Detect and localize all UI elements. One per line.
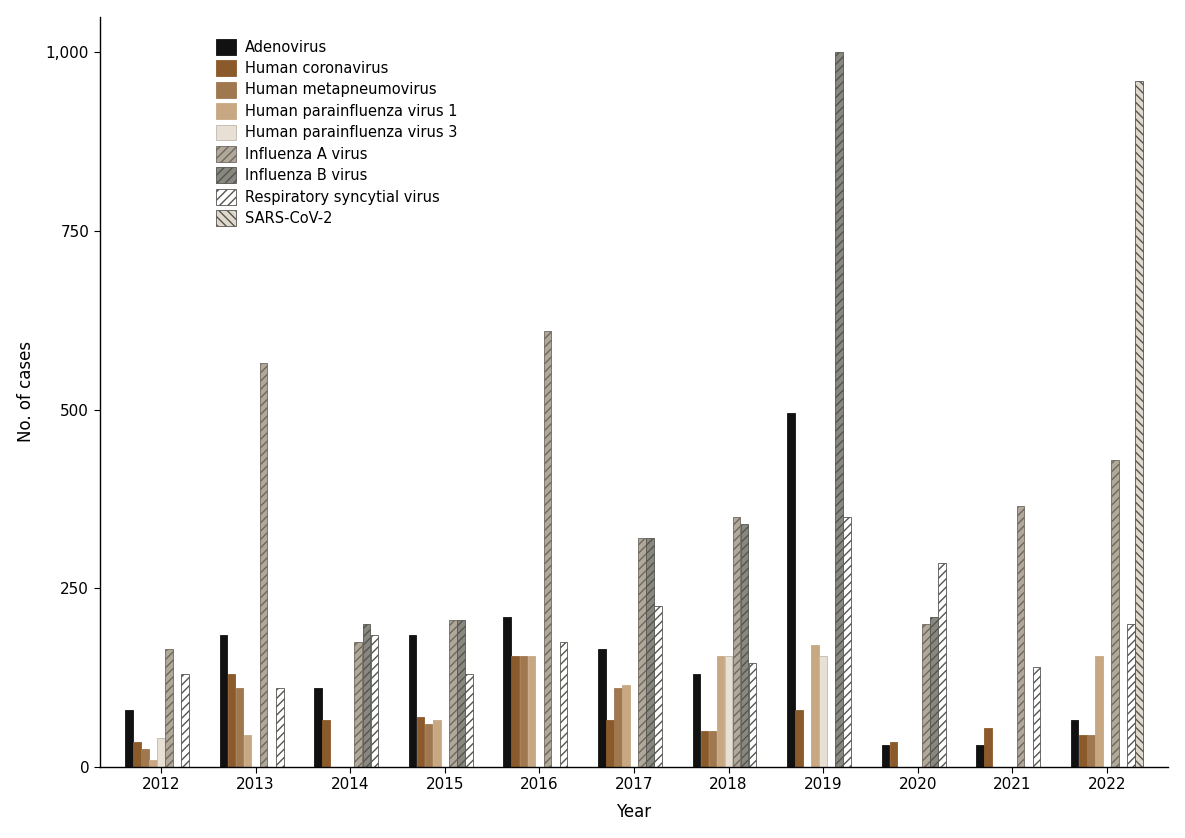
Bar xyxy=(260,363,268,767)
Bar xyxy=(314,688,322,767)
Bar xyxy=(504,617,511,767)
Bar xyxy=(939,563,946,767)
Bar xyxy=(732,517,741,767)
Bar xyxy=(466,674,473,767)
Bar xyxy=(133,742,141,767)
Bar xyxy=(425,724,433,767)
Bar xyxy=(1095,656,1102,767)
Bar xyxy=(457,620,465,767)
Bar xyxy=(614,688,622,767)
Bar xyxy=(725,656,732,767)
Bar xyxy=(1087,735,1095,767)
Bar xyxy=(844,517,851,767)
Bar xyxy=(692,674,700,767)
Bar xyxy=(622,685,629,767)
Bar xyxy=(922,624,929,767)
Bar xyxy=(181,674,188,767)
Bar xyxy=(598,649,606,767)
Bar xyxy=(512,656,519,767)
Bar xyxy=(371,634,378,767)
Bar xyxy=(646,538,654,767)
Bar xyxy=(363,624,370,767)
Bar xyxy=(890,742,897,767)
Bar xyxy=(606,721,614,767)
Bar xyxy=(149,760,156,767)
Bar xyxy=(544,331,551,767)
Bar xyxy=(1017,506,1024,767)
Bar xyxy=(158,738,165,767)
Bar xyxy=(409,634,416,767)
Bar xyxy=(559,642,568,767)
Bar xyxy=(244,735,251,767)
Bar xyxy=(433,721,441,767)
Bar xyxy=(126,710,133,767)
Bar xyxy=(819,656,827,767)
Bar xyxy=(1135,81,1142,767)
Bar xyxy=(812,645,819,767)
Bar xyxy=(1032,667,1040,767)
Bar xyxy=(1071,721,1078,767)
Bar xyxy=(1080,735,1087,767)
Bar xyxy=(219,634,228,767)
Bar xyxy=(639,538,646,767)
Bar xyxy=(709,731,716,767)
Bar xyxy=(985,727,992,767)
Bar xyxy=(882,745,889,767)
Bar xyxy=(976,745,984,767)
Bar xyxy=(930,617,937,767)
Bar xyxy=(741,524,749,767)
Legend: Adenovirus, Human coronavirus, Human metapneumovirus, Human parainfluenza virus : Adenovirus, Human coronavirus, Human met… xyxy=(209,32,465,234)
Y-axis label: No. of cases: No. of cases xyxy=(17,341,34,442)
Bar xyxy=(417,716,424,767)
Bar xyxy=(749,663,756,767)
Bar xyxy=(236,688,243,767)
Bar xyxy=(228,674,236,767)
Bar xyxy=(354,642,363,767)
Bar xyxy=(1127,624,1135,767)
Bar xyxy=(449,620,456,767)
Bar xyxy=(527,656,536,767)
Bar xyxy=(276,688,283,767)
Bar xyxy=(654,606,662,767)
Bar xyxy=(717,656,724,767)
Bar xyxy=(519,656,527,767)
X-axis label: Year: Year xyxy=(616,804,652,821)
Bar xyxy=(141,749,149,767)
Bar xyxy=(1112,459,1119,767)
Bar xyxy=(322,721,329,767)
Bar xyxy=(166,649,173,767)
Bar xyxy=(700,731,709,767)
Bar xyxy=(787,413,795,767)
Bar xyxy=(835,53,843,767)
Bar xyxy=(795,710,802,767)
